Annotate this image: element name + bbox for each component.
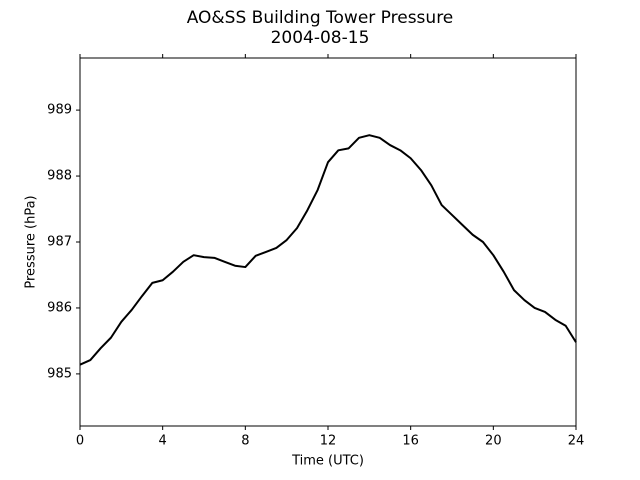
chart-subtitle: 2004-08-15 <box>271 28 370 48</box>
x-axis-label: Time (UTC) <box>291 454 364 469</box>
x-tick-label: 24 <box>568 434 585 449</box>
chart-title: AO&SS Building Tower Pressure <box>187 8 454 28</box>
x-tick-label: 8 <box>241 434 249 449</box>
y-tick-label: 989 <box>47 103 72 118</box>
line <box>79 134 577 366</box>
y-tick-label: 988 <box>47 169 72 184</box>
x-tick-label: 12 <box>320 434 337 449</box>
x-tick-label: 0 <box>76 434 84 449</box>
y-tick-label: 985 <box>47 366 72 381</box>
y-tick-label: 987 <box>47 235 72 250</box>
y-tick-label: 986 <box>47 300 72 315</box>
x-tick-label: 16 <box>402 434 419 449</box>
x-tick-label: 4 <box>159 434 167 449</box>
y-axis-label: Pressure (hPa) <box>24 195 39 288</box>
x-tick-label: 20 <box>485 434 502 449</box>
